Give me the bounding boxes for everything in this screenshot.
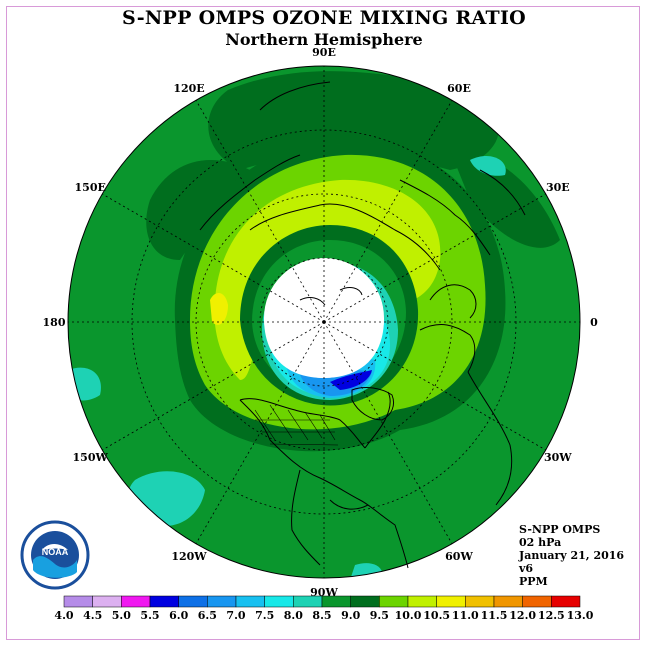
noaa-logo-text: NOAA <box>42 547 69 557</box>
longitude-label: 30E <box>546 181 570 194</box>
longitude-label: 120E <box>173 82 204 95</box>
longitude-labels: 90E 60E 30E 0 30W 60W 90W 120W 150W 180 150E 120E <box>43 46 599 599</box>
info-units: PPM <box>519 575 548 588</box>
info-version: v6 <box>519 562 534 575</box>
info-instrument: S-NPP OMPS <box>519 523 601 536</box>
info-block: S-NPP OMPS 02 hPa January 21, 2016 v6 PP… <box>519 523 624 588</box>
noaa-logo: NOAA <box>20 520 90 590</box>
longitude-label: 150E <box>75 181 106 194</box>
info-level: 02 hPa <box>519 536 562 549</box>
coastlines <box>199 81 526 569</box>
info-date: January 21, 2016 <box>519 549 625 562</box>
map-subtitle: Northern Hemisphere <box>225 30 423 49</box>
longitude-label: 30W <box>544 451 572 464</box>
longitude-label: 150W <box>73 451 109 464</box>
map-title: S-NPP OMPS OZONE MIXING RATIO <box>121 7 527 29</box>
longitude-label: 0 <box>590 316 598 329</box>
longitude-label: 60W <box>445 550 473 563</box>
longitude-label: 180 <box>43 316 66 329</box>
longitude-label: 90W <box>310 586 338 599</box>
ozone-field <box>68 71 560 578</box>
disk-outline <box>67 65 581 579</box>
plot-frame <box>6 6 640 640</box>
longitude-label: 60E <box>447 82 471 95</box>
longitude-label: 90E <box>312 46 336 59</box>
us-state-borders <box>254 404 339 446</box>
longitude-label: 120W <box>171 550 207 563</box>
